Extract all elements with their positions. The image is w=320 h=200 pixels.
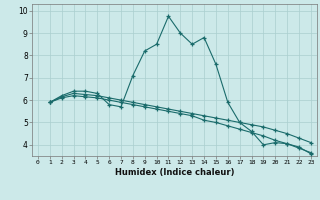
X-axis label: Humidex (Indice chaleur): Humidex (Indice chaleur) (115, 168, 234, 177)
